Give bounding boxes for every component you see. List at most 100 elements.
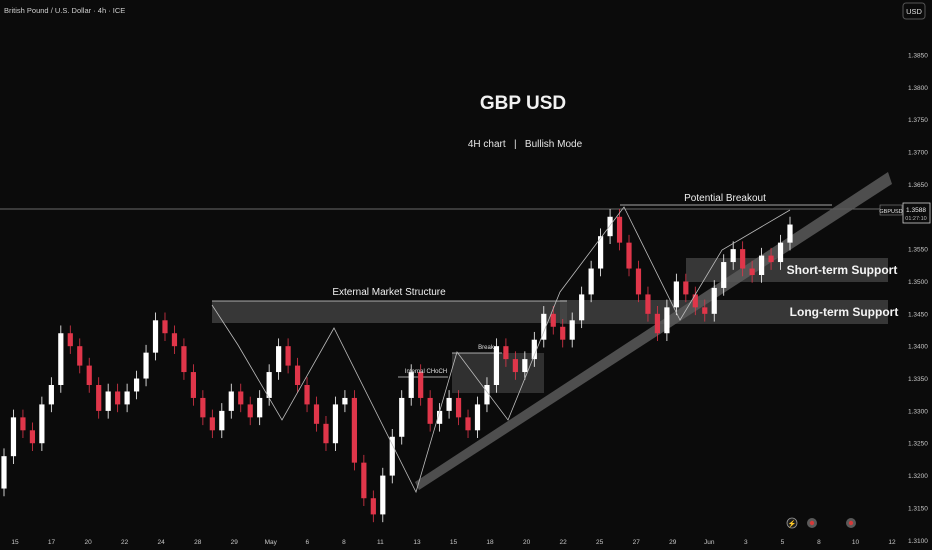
break-label: Break (478, 345, 495, 351)
candle-body (332, 404, 339, 444)
x-tick-label: 8 (817, 539, 821, 546)
x-tick-label: 22 (121, 539, 129, 546)
candles-layer (1, 209, 793, 523)
candle-body (711, 287, 717, 314)
x-tick-label: 22 (560, 539, 568, 546)
time-axis[interactable]: 15 17 20 22 24 28 29 May 6 8 11 13 15 18 20 22 25 27 29 Jun… (11, 539, 896, 546)
candle-body (342, 397, 348, 405)
price-tag-symbol-box (879, 204, 903, 216)
chart-subtitle: 4H chart | Bullish Mode (468, 139, 583, 150)
candle-body (635, 268, 642, 295)
x-tick-label: 6 (306, 539, 310, 546)
price-tag-countdown: 01:27:10 (905, 216, 926, 222)
candle-body (692, 294, 698, 308)
candle-body (29, 430, 36, 444)
x-tick-label: 3 (744, 539, 748, 546)
candle-body (86, 365, 92, 385)
x-tick-label: 15 (450, 539, 458, 546)
candle-body (380, 475, 386, 515)
x-tick-label: May (265, 539, 278, 546)
annotation-labels: Potential Breakout External Market Struc… (332, 193, 898, 375)
candle-body (522, 359, 528, 373)
x-tick-label: 25 (596, 539, 604, 546)
x-tick-label: 27 (633, 539, 641, 546)
y-tick-label: 1.3250 (908, 441, 928, 448)
candle-body (152, 320, 159, 353)
candle-body (758, 255, 765, 275)
candle-body (607, 216, 613, 237)
ascending-trend-channel (415, 172, 892, 490)
candle-body (427, 397, 433, 424)
currency-button-frame[interactable] (902, 2, 926, 20)
long-term-support-zone (560, 300, 888, 324)
candle-body (257, 397, 263, 418)
candle-body (190, 372, 196, 398)
x-tick-label: 20 (523, 539, 531, 546)
short-term-support-zone (686, 258, 888, 282)
economic-event-dot-icon (809, 520, 815, 526)
x-tick-label: 29 (669, 539, 677, 546)
candle-body (560, 326, 566, 340)
y-tick-label: 1.3400 (908, 344, 928, 351)
internal-choch-label: Internal CHoCH (405, 369, 447, 375)
x-tick-label: 12 (888, 539, 896, 546)
price-tag: GBPUSD 1.3588 01:27:10 (879, 202, 931, 224)
candle-body (399, 397, 405, 437)
candle-body (512, 359, 518, 373)
zones-layer (212, 258, 888, 393)
candle-body (304, 385, 310, 405)
x-tick-label: Jun (704, 539, 715, 546)
candle-body (777, 242, 784, 263)
candle-body (787, 224, 793, 243)
candle-body (465, 417, 471, 431)
flash-event-icon[interactable] (786, 517, 798, 529)
external-structure-label: External Market Structure (332, 287, 446, 298)
x-tick-label: 18 (486, 539, 494, 546)
candle-body (664, 307, 670, 334)
candle-body (313, 404, 320, 424)
candle-body (238, 391, 244, 405)
short-term-support-label: Short-term Support (787, 263, 898, 277)
candle-body (48, 385, 54, 405)
candle-body (39, 404, 45, 444)
candle-body (171, 333, 178, 347)
candle-body (541, 313, 547, 340)
candle-body (455, 397, 462, 418)
candle-body (323, 423, 329, 444)
candle-body (740, 249, 746, 269)
x-tick-label: 15 (11, 539, 19, 546)
price-axis[interactable]: 1.3100 1.3150 1.3200 1.3250 1.3300 1.3350 1.34… (908, 53, 928, 545)
candle-body (351, 397, 357, 463)
y-tick-label: 1.3450 (908, 311, 928, 318)
candle-body (702, 307, 708, 314)
candle-body (124, 391, 130, 405)
economic-event-2-dot-icon (848, 520, 854, 526)
external-structure-zone (212, 301, 567, 323)
candle-body (446, 397, 452, 411)
candle-body (162, 320, 168, 334)
candle-body (673, 281, 679, 308)
x-tick-label: 28 (194, 539, 202, 546)
currency-button-label[interactable]: USD (906, 7, 922, 16)
candle-body (484, 385, 490, 405)
candle-body (579, 294, 585, 321)
candle-body (276, 346, 282, 373)
candle-body (67, 333, 73, 347)
candle-body (228, 391, 234, 411)
candle-body (143, 352, 149, 379)
y-tick-label: 1.3550 (908, 247, 928, 254)
candle-body (768, 255, 774, 263)
candle-body (598, 236, 604, 269)
currency-button[interactable]: USD (902, 2, 926, 20)
y-tick-label: 1.3650 (908, 182, 928, 189)
candle-body (616, 216, 623, 243)
candle-body (200, 397, 206, 418)
x-tick-label: 17 (48, 539, 56, 546)
x-tick-label: 10 (852, 539, 860, 546)
y-tick-label: 1.3850 (908, 53, 928, 60)
candle-body (730, 249, 736, 263)
candle-body (20, 417, 26, 431)
price-tag-symbol: GBPUSD (879, 209, 902, 215)
y-tick-label: 1.3150 (908, 505, 928, 512)
